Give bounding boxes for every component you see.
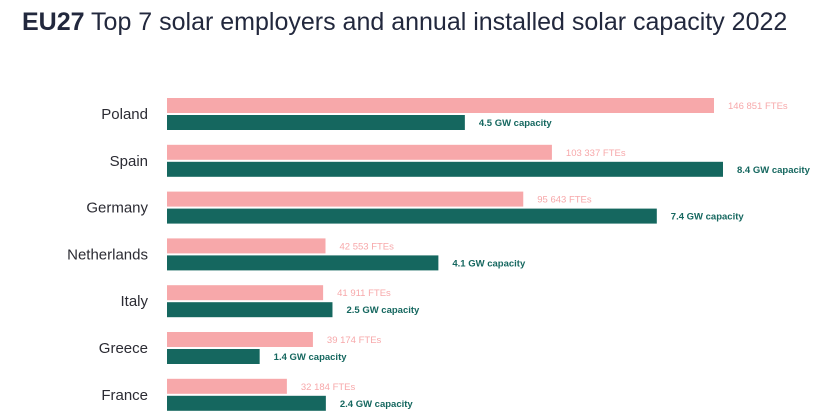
category-label-poland: Poland — [101, 106, 148, 123]
employment-bar-greece — [167, 332, 313, 347]
chart-title: EU27 Top 7 solar employers and annual in… — [22, 6, 787, 38]
employment-bar-spain — [167, 144, 552, 160]
employment-bar-italy — [167, 285, 324, 301]
chart-title-prefix: EU27 — [22, 8, 85, 36]
employment-bar-france — [167, 378, 287, 394]
employment-value-label-greece: 39 174 FTEs — [327, 335, 382, 346]
capacity-bar-greece — [167, 349, 260, 364]
capacity-bar-france — [167, 395, 326, 411]
employment-value-label-germany: 95 643 FTEs — [537, 195, 592, 206]
capacity-bar-poland — [167, 115, 465, 130]
capacity-bar-spain — [167, 161, 723, 177]
employment-bar-poland — [167, 98, 714, 113]
category-label-netherlands: Netherlands — [67, 246, 148, 263]
capacity-value-label-france: 2.4 GW capacity — [340, 399, 414, 410]
category-label-spain: Spain — [110, 153, 148, 170]
capacity-bar-netherlands — [167, 255, 439, 271]
capacity-bar-italy — [167, 302, 333, 318]
employment-bar-germany — [167, 191, 524, 207]
category-label-italy: Italy — [120, 293, 148, 310]
employment-bar-netherlands — [167, 238, 326, 254]
employment-value-label-italy: 41 911 FTEs — [337, 288, 391, 299]
employment-value-label-spain: 103 337 FTEs — [566, 148, 626, 159]
employment-value-label-netherlands: 42 553 FTEs — [340, 241, 395, 252]
capacity-value-label-greece: 1.4 GW capacity — [274, 352, 348, 363]
chart-title-text: Top 7 solar employers and annual install… — [84, 8, 788, 36]
capacity-value-label-poland: 4.5 GW capacity — [479, 118, 553, 129]
capacity-value-label-netherlands: 4.1 GW capacity — [452, 258, 526, 269]
category-label-germany: Germany — [86, 200, 148, 217]
category-label-france: France — [101, 387, 148, 404]
employment-value-label-france: 32 184 FTEs — [301, 382, 356, 393]
capacity-value-label-italy: 2.5 GW capacity — [346, 305, 420, 316]
capacity-bar-germany — [167, 208, 657, 224]
capacity-value-label-germany: 7.4 GW capacity — [671, 212, 745, 223]
employment-value-label-poland: 146 851 FTEs — [728, 101, 788, 112]
category-label-greece: Greece — [99, 340, 148, 357]
capacity-value-label-spain: 8.4 GW capacity — [737, 165, 811, 176]
